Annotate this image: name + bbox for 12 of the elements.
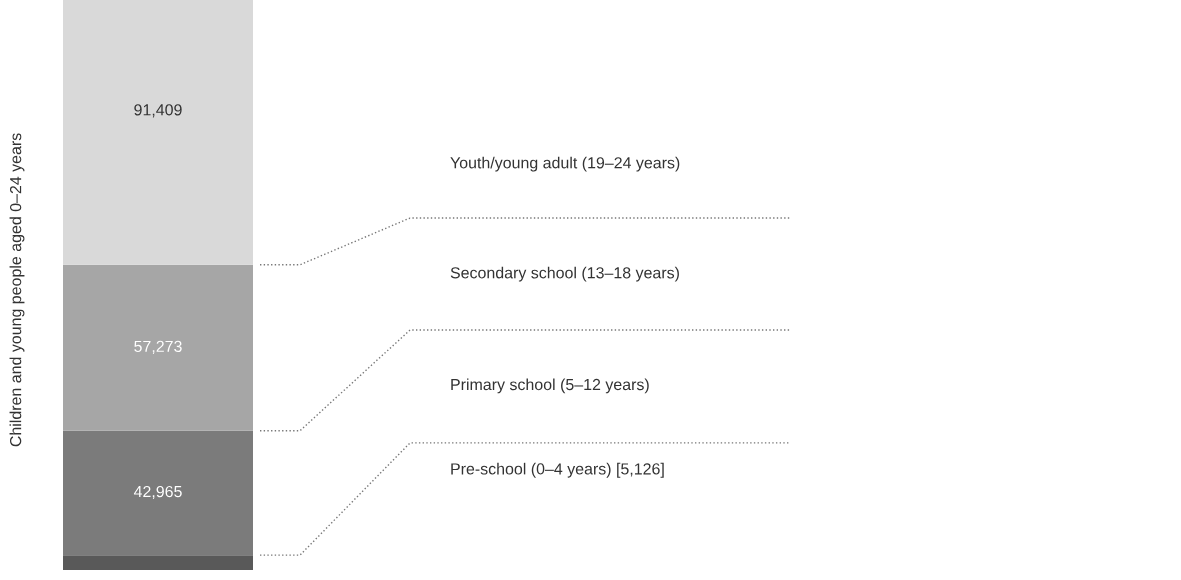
- bar: [63, 264, 253, 431]
- text: Youth/young adult (19–24 years): [450, 156, 680, 172]
- bar: [63, 555, 253, 570]
- text: Pre-school (0–4 years) [5,126]: [451, 462, 664, 478]
- bar: [63, 430, 253, 556]
- data-label: 42,965: [133, 485, 182, 500]
- data-label: 57,273: [134, 340, 182, 354]
- data-label: 91,409: [134, 104, 182, 118]
- text: Primary school (5–12 years): [451, 378, 649, 394]
- bar: [63, 0, 253, 265]
- y-axis-title: Children and young people aged 0–24 years: [9, 133, 25, 447]
- text: Secondary school (13–18 years): [450, 266, 679, 282]
